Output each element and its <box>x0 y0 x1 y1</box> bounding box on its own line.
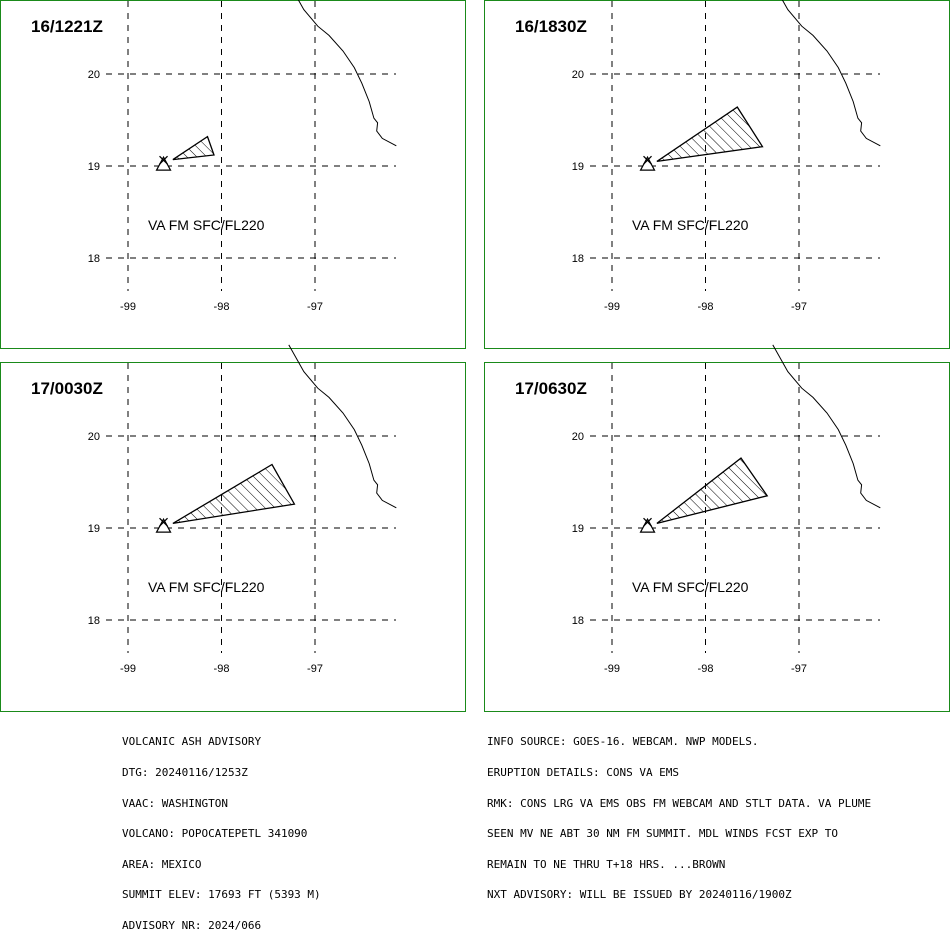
lat-tick-label: 18 <box>88 615 100 627</box>
ash-plume-polygon <box>656 106 764 163</box>
lon-tick-label: -98 <box>214 301 230 313</box>
coastline <box>288 344 397 509</box>
advisory-details-block: INFO SOURCE: GOES-16. WEBCAM. NWP MODELS… <box>487 717 871 911</box>
panel-3-va-label: VA FM SFC/FL220 <box>148 579 265 595</box>
ash-plume-polygon <box>656 457 769 525</box>
advisory-line: VOLCANO: POPOCATEPETL 341090 <box>122 827 308 841</box>
ash-plume-polygon <box>172 463 296 525</box>
volcano-icon <box>155 155 172 171</box>
lat-tick-label: 20 <box>572 69 584 81</box>
advisory-line: REMAIN TO NE THRU T+18 HRS. ...BROWN <box>487 857 726 871</box>
advisory-line: ERUPTION DETAILS: CONS VA EMS <box>487 766 680 779</box>
lon-tick-label: -98 <box>698 663 714 675</box>
lon-tick-label: -97 <box>307 301 323 313</box>
advisory-line: ADVISORY NR: 2024/066 <box>122 918 262 932</box>
panel-1-time: 16/1221Z <box>31 17 103 36</box>
lat-tick-label: 20 <box>572 431 584 443</box>
panel-3-time: 17/0030Z <box>31 379 103 398</box>
volcano-icon <box>639 155 656 171</box>
lat-tick-label: 20 <box>88 69 100 81</box>
lat-tick-label: 18 <box>572 253 584 265</box>
map-graphic-1: 20 19 18 -99 -98 -97 <box>88 0 397 313</box>
lat-tick-label: 18 <box>572 615 584 627</box>
lon-tick-label: -99 <box>120 301 136 313</box>
advisory-line: VAAC: WASHINGTON <box>122 796 228 810</box>
lon-tick-label: -99 <box>604 301 620 313</box>
lon-tick-label: -99 <box>120 663 136 675</box>
advisory-header-block: VOLCANIC ASH ADVISORY DTG: 20240116/1253… <box>122 717 321 941</box>
advisory-line: SUMMIT ELEV: 17693 FT (5393 M) <box>122 888 321 902</box>
lat-tick-label: 20 <box>88 431 100 443</box>
lon-tick-label: -99 <box>604 663 620 675</box>
lat-tick-label: 19 <box>572 523 584 535</box>
advisory-line: RMK: CONS LRG VA EMS OBS FM WEBCAM AND S… <box>487 796 872 810</box>
map-graphic-4: 20 19 18 -99 -98 -97 <box>572 344 881 675</box>
lon-tick-label: -98 <box>214 663 230 675</box>
lat-tick-label: 18 <box>88 253 100 265</box>
coastline <box>781 0 881 147</box>
panel-1-va-label: VA FM SFC/FL220 <box>148 217 265 233</box>
advisory-line: DTG: 20240116/1253Z <box>122 766 248 779</box>
lat-tick-label: 19 <box>88 161 100 173</box>
lat-tick-label: 19 <box>572 161 584 173</box>
lon-tick-label: -98 <box>698 301 714 313</box>
volcano-icon <box>639 517 656 533</box>
map-panel-1: 20 19 18 -99 -98 -97 16/1221Z VA FM SFC/FL220 <box>0 0 466 349</box>
map-panel-2: 20 19 18 -99 -98 -97 16/1830Z VA FM SFC/FL220 <box>484 0 950 349</box>
advisory-line: AREA: MEXICO <box>122 857 202 871</box>
map-graphic-3: 20 19 18 -99 -98 -97 <box>88 344 397 675</box>
advisory-line: INFO SOURCE: GOES-16. WEBCAM. NWP MODELS… <box>487 735 759 749</box>
map-panel-4: 20 19 18 -99 -98 -97 17/0630Z VA FM SFC/FL220 <box>484 344 950 712</box>
advisory-line: SEEN MV NE ABT 30 NM FM SUMMIT. MDL WIND… <box>487 827 838 841</box>
advisory-line: NXT ADVISORY: WILL BE ISSUED BY 20240116… <box>487 888 792 902</box>
lon-tick-label: -97 <box>791 663 807 675</box>
ash-plume-polygon <box>172 135 215 161</box>
panel-4-va-label: VA FM SFC/FL220 <box>632 579 749 595</box>
advisory-line: VOLCANIC ASH ADVISORY <box>122 735 262 749</box>
panel-2-va-label: VA FM SFC/FL220 <box>632 217 749 233</box>
coastline <box>297 0 397 147</box>
volcano-icon <box>155 517 172 533</box>
lat-tick-label: 19 <box>88 523 100 535</box>
panel-4-time: 17/0630Z <box>515 379 587 398</box>
map-graphic-2: 20 19 18 -99 -98 -97 <box>572 0 881 313</box>
panel-2-time: 16/1830Z <box>515 17 587 36</box>
lon-tick-label: -97 <box>791 301 807 313</box>
coastline <box>772 344 881 509</box>
map-panel-3: 20 19 18 -99 -98 -97 17/0030Z VA FM SFC/FL220 <box>0 344 466 712</box>
lon-tick-label: -97 <box>307 663 323 675</box>
